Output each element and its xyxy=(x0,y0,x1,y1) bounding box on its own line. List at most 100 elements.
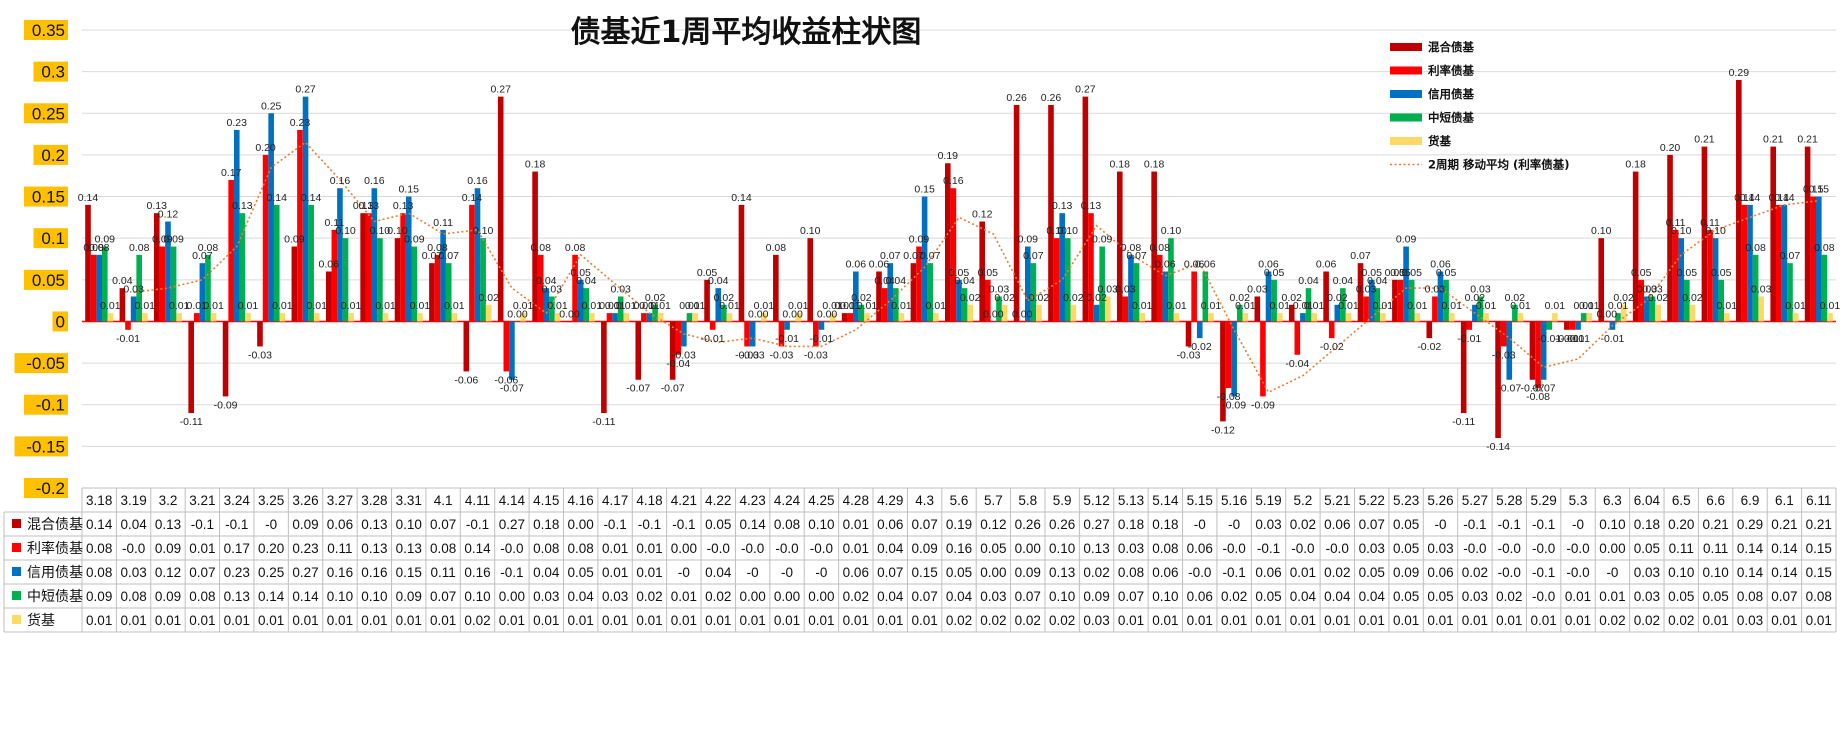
data-label: 0.13 xyxy=(359,200,380,212)
bar xyxy=(1265,271,1272,322)
bar xyxy=(623,313,630,322)
data-label: 0.03 xyxy=(610,283,631,295)
bar xyxy=(847,313,854,322)
table-cell: 0.02 xyxy=(1015,613,1041,628)
data-label: 0.26 xyxy=(1006,92,1027,104)
table-cell: 0.02 xyxy=(464,613,490,628)
data-label: -0.03 xyxy=(248,349,272,361)
bar xyxy=(365,213,372,322)
bar xyxy=(1620,304,1627,322)
series-row-label: 利率债基 xyxy=(27,540,83,557)
data-label: 0.01 xyxy=(634,300,655,312)
bar xyxy=(85,204,91,322)
bar xyxy=(1173,313,1180,322)
data-label: 0.01 xyxy=(1293,300,1314,312)
table-cell: 0.01 xyxy=(636,541,662,556)
bar xyxy=(1827,313,1833,322)
bar xyxy=(1202,271,1209,322)
bar xyxy=(606,313,613,322)
table-cell: -0.0 xyxy=(1498,565,1521,580)
table-cell: -0.0 xyxy=(741,541,764,556)
table-cell: 0.05 xyxy=(1427,589,1453,604)
data-label: 0.02 xyxy=(1505,292,1526,304)
bar xyxy=(130,296,137,322)
data-label: 0.10 xyxy=(1705,225,1726,237)
data-label: 0.02 xyxy=(714,292,735,304)
table-cell: 0.16 xyxy=(946,541,972,556)
data-label: -0.14 xyxy=(1486,441,1510,453)
data-label: 0.14 xyxy=(731,192,752,204)
table-cell: 0.13 xyxy=(361,541,387,556)
table-cell: -0 xyxy=(781,565,793,580)
table-cell: 0.04 xyxy=(705,565,732,580)
table-cell: 0.10 xyxy=(327,589,353,604)
bar xyxy=(1116,171,1123,322)
data-label: 0.00 xyxy=(748,308,769,320)
bar xyxy=(967,304,973,322)
data-label: -0.01 xyxy=(1566,333,1590,345)
table-cell: -0.0 xyxy=(1498,541,1521,556)
table-cell: 0.09 xyxy=(1015,565,1041,580)
table-cell: 0.02 xyxy=(1290,517,1316,532)
bar xyxy=(1345,313,1352,322)
bar xyxy=(1208,313,1214,322)
data-label: -0.09 xyxy=(1251,399,1275,411)
bar xyxy=(1242,313,1249,322)
bar xyxy=(1540,321,1547,380)
table-cell: 0.03 xyxy=(1634,589,1660,604)
table-cell: 0.01 xyxy=(1565,589,1591,604)
table-cell: 0.26 xyxy=(1049,517,1075,532)
data-label: 0.18 xyxy=(1110,159,1131,171)
data-label: 0.01 xyxy=(513,300,534,312)
data-label: 0.04 xyxy=(886,275,907,287)
series-row-label: 中短债基 xyxy=(27,588,83,605)
category-label: 6.9 xyxy=(1741,493,1760,508)
bar xyxy=(1821,254,1828,322)
bar xyxy=(990,321,997,323)
table-cell: 0.04 xyxy=(533,565,560,580)
table-cell: -0.0 xyxy=(1566,565,1589,580)
table-cell: 0.02 xyxy=(636,589,662,604)
table-cell: -0 xyxy=(1228,517,1240,532)
bar xyxy=(617,296,624,322)
table-cell: 0.08 xyxy=(120,589,146,604)
table-cell: 0.01 xyxy=(568,613,594,628)
bar xyxy=(1604,321,1610,323)
table-cell: 0.27 xyxy=(292,565,318,580)
bar xyxy=(1477,296,1484,322)
table-cell: 0.06 xyxy=(1255,565,1281,580)
data-label: 0.05 xyxy=(1401,267,1422,279)
table-cell: -0.0 xyxy=(707,541,730,556)
data-label: 0.15 xyxy=(914,184,935,196)
table-cell: 0.09 xyxy=(1393,565,1419,580)
table-cell: 0.13 xyxy=(1083,541,1109,556)
data-label: 0.08 xyxy=(1121,242,1142,254)
table-cell: 0.01 xyxy=(1702,613,1728,628)
bar xyxy=(858,304,865,322)
table-cell: 0.00 xyxy=(1015,541,1041,556)
data-label: 0.02 xyxy=(1063,292,1084,304)
data-label: 0.16 xyxy=(364,175,385,187)
table-cell: 0.05 xyxy=(1255,589,1281,604)
table-cell: 0.11 xyxy=(327,541,352,556)
table-cell: 0.06 xyxy=(1152,565,1178,580)
data-label: 0.01 xyxy=(1270,300,1291,312)
table-cell: 0.08 xyxy=(1118,565,1144,580)
data-label: 0.02 xyxy=(478,292,499,304)
bar xyxy=(1426,321,1433,339)
bar xyxy=(893,288,899,322)
category-label: 4.23 xyxy=(740,493,766,508)
data-label: 0.01 xyxy=(1407,300,1428,312)
bar xyxy=(233,129,240,322)
table-cell: 0.01 xyxy=(1427,613,1453,628)
bar xyxy=(119,288,126,322)
bar xyxy=(589,313,595,322)
bar xyxy=(165,221,171,322)
data-label: 0.01 xyxy=(599,300,620,312)
table-cell: 0.10 xyxy=(396,517,422,532)
bar xyxy=(1736,79,1742,322)
data-label: 0.26 xyxy=(1041,92,1062,104)
data-label: 0.02 xyxy=(1682,292,1703,304)
bar xyxy=(1397,279,1404,322)
category-label: 6.1 xyxy=(1775,493,1794,508)
